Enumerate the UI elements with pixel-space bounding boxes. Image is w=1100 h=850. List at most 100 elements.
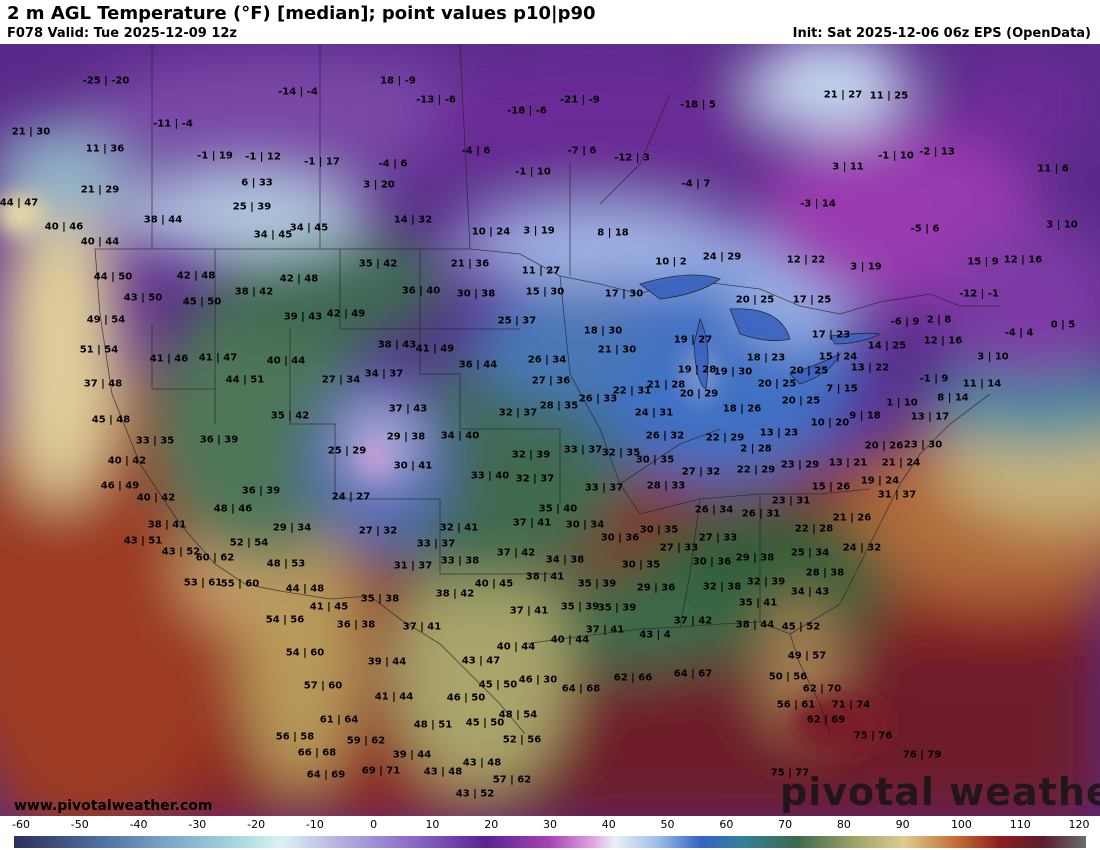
point-value: 64 | 69 xyxy=(306,769,346,781)
point-value: 27 | 32 xyxy=(358,525,398,537)
point-value: 38 | 42 xyxy=(234,286,274,298)
point-value: -4 | 6 xyxy=(461,145,491,157)
point-value: 25 | 39 xyxy=(232,201,272,213)
point-value: -14 | -4 xyxy=(278,86,318,98)
point-value: 41 | 49 xyxy=(415,343,455,355)
point-value: 52 | 54 xyxy=(229,537,269,549)
point-value: 35 | 42 xyxy=(270,410,310,422)
point-value: 57 | 60 xyxy=(303,680,343,692)
point-value: 27 | 32 xyxy=(681,466,721,478)
point-value: 33 | 38 xyxy=(440,555,480,567)
point-value: -4 | 6 xyxy=(378,158,408,170)
point-value: 32 | 39 xyxy=(511,449,551,461)
point-value: 24 | 27 xyxy=(331,491,371,503)
point-value: 39 | 44 xyxy=(367,656,407,668)
point-value: 45 | 52 xyxy=(781,621,821,633)
point-value: 35 | 40 xyxy=(538,503,578,515)
point-value: 24 | 31 xyxy=(634,407,674,419)
point-value: 35 | 39 xyxy=(560,601,600,613)
point-value: 36 | 40 xyxy=(401,285,441,297)
point-value: 42 | 48 xyxy=(279,273,319,285)
point-value: -4 | 4 xyxy=(1004,327,1034,339)
point-value: 18 | -9 xyxy=(380,75,416,87)
point-value: -11 | -4 xyxy=(153,118,193,130)
header: 2 m AGL Temperature (°F) [median]; point… xyxy=(0,0,1100,44)
point-value: 33 | 37 xyxy=(584,482,624,494)
point-value: 30 | 35 xyxy=(635,454,675,466)
point-value: 46 | 50 xyxy=(446,692,486,704)
point-value: 21 | 29 xyxy=(80,184,120,196)
point-value: 3 | 10 xyxy=(1046,219,1078,231)
point-value: 40 | 44 xyxy=(550,634,590,646)
website-label: www.pivotalweather.com xyxy=(14,798,213,814)
point-value: 11 | 27 xyxy=(521,265,561,277)
point-value: 30 | 35 xyxy=(639,524,679,536)
point-value: 34 | 40 xyxy=(440,430,480,442)
colorbar-tick: -10 xyxy=(305,818,324,831)
point-value: 48 | 54 xyxy=(498,709,538,721)
colorbar-tick: 120 xyxy=(1068,818,1090,831)
point-value: 22 | 29 xyxy=(736,464,776,476)
point-value: -5 | 6 xyxy=(910,223,940,235)
point-value: 37 | 41 xyxy=(402,621,442,633)
point-value: 38 | 41 xyxy=(525,571,565,583)
point-value: 30 | 36 xyxy=(600,532,640,544)
point-value: 35 | 39 xyxy=(577,578,617,590)
point-value: 37 | 42 xyxy=(673,615,713,627)
point-value: 49 | 57 xyxy=(787,650,827,662)
point-value: -18 | -6 xyxy=(507,105,547,117)
point-value: 37 | 42 xyxy=(496,547,536,559)
point-value: 30 | 34 xyxy=(565,519,605,531)
point-value: 29 | 36 xyxy=(636,582,676,594)
point-value: -13 | -6 xyxy=(416,94,456,106)
colorbar-tick: 10 xyxy=(425,818,440,831)
point-values-layer: -25 | -20 21 | 30 -11 | -4 -14 | -4 18 | -9-… xyxy=(0,44,1100,816)
point-value: 45 | 50 xyxy=(465,717,505,729)
point-value: -1 | 10 xyxy=(878,150,914,162)
point-value: 20 | 25 xyxy=(789,365,829,377)
point-value: 32 | 35 xyxy=(601,447,641,459)
point-value: 34 | 45 xyxy=(289,222,329,234)
point-value: 12 | 16 xyxy=(1003,254,1043,266)
point-value: 30 | 38 xyxy=(456,288,496,300)
point-value: 31 | 37 xyxy=(393,560,433,572)
point-value: 34 | 38 xyxy=(545,554,585,566)
colorbar-tick: -40 xyxy=(129,818,148,831)
point-value: 21 | 24 xyxy=(881,457,921,469)
point-value: 30 | 35 xyxy=(621,559,661,571)
point-value: 32 | 38 xyxy=(702,581,742,593)
point-value: 12 | 16 xyxy=(923,335,963,347)
point-value: 22 | 28 xyxy=(794,523,834,535)
point-value: 3 | 10 xyxy=(977,351,1009,363)
point-value: -7 | 6 xyxy=(567,145,597,157)
point-value: 3 | 19 xyxy=(850,261,882,273)
point-value: 38 | 42 xyxy=(435,588,475,600)
point-value: 40 | 44 xyxy=(496,641,536,653)
point-value: 18 | 23 xyxy=(746,352,786,364)
point-value: 15 | 24 xyxy=(818,351,858,363)
point-value: 13 | 17 xyxy=(910,411,950,423)
temperature-map[interactable]: -25 | -20 21 | 30 -11 | -4 -14 | -4 18 | -9-… xyxy=(0,44,1100,816)
point-value: 20 | 26 xyxy=(864,440,904,452)
point-value: 62 | 70 xyxy=(802,683,842,695)
point-value: 32 | 37 xyxy=(515,473,555,485)
point-value: 20 | 25 xyxy=(757,378,797,390)
point-value: 26 | 34 xyxy=(527,354,567,366)
point-value: 43 | 48 xyxy=(423,766,463,778)
point-value: 38 | 41 xyxy=(147,519,187,531)
point-value: 29 | 38 xyxy=(735,552,775,564)
point-value: 40 | 42 xyxy=(136,492,176,504)
point-value: 36 | 39 xyxy=(199,434,239,446)
point-value: 41 | 46 xyxy=(149,353,189,365)
point-value: 36 | 44 xyxy=(458,359,498,371)
point-value: 64 | 67 xyxy=(673,668,713,680)
point-value: 9 | 18 xyxy=(849,410,881,422)
point-value: 59 | 62 xyxy=(346,735,386,747)
point-value: 8 | 18 xyxy=(597,227,629,239)
point-value: 31 | 37 xyxy=(877,489,917,501)
point-value: 35 | 41 xyxy=(738,597,778,609)
colorbar-tick: 30 xyxy=(543,818,557,831)
point-value: -1 | 12 xyxy=(245,151,281,163)
point-value: 50 | 56 xyxy=(768,671,808,683)
point-value: 28 | 38 xyxy=(805,567,845,579)
